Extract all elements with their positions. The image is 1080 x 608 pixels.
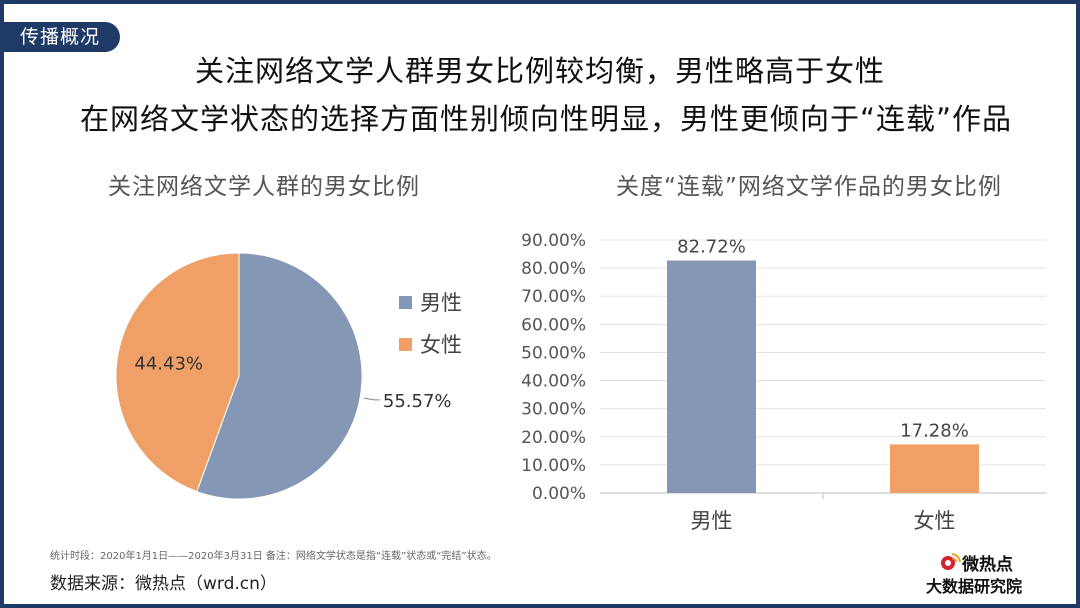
legend-label-male: 男性 bbox=[420, 291, 462, 315]
y-tick-label: 60.00% bbox=[521, 315, 586, 335]
logo-icon bbox=[941, 553, 961, 570]
y-tick-label: 50.00% bbox=[521, 343, 586, 363]
x-category-label-female: 女性 bbox=[914, 509, 956, 533]
legend-label-female: 女性 bbox=[420, 333, 462, 357]
y-tick-label: 80.00% bbox=[521, 259, 586, 279]
bar-value-label-male: 82.72% bbox=[677, 237, 746, 258]
bar-male bbox=[667, 260, 756, 493]
pie-slice-male bbox=[196, 252, 363, 500]
y-tick-label: 30.00% bbox=[521, 400, 586, 420]
pie-label-female: 44.43% bbox=[134, 354, 203, 375]
y-tick-label: 20.00% bbox=[521, 428, 586, 448]
pie-label-male: 55.57% bbox=[383, 391, 452, 412]
y-tick-label: 70.00% bbox=[521, 287, 586, 307]
legend-swatch-male bbox=[399, 296, 412, 309]
y-tick-label: 0.00% bbox=[532, 484, 586, 504]
data-source: 数据来源：微热点（wrd.cn） bbox=[50, 574, 277, 594]
logo-subtitle: 大数据研究院 bbox=[926, 577, 1023, 596]
bar-value-label-female: 17.28% bbox=[900, 420, 969, 441]
section-tag: 传播概况 bbox=[4, 22, 121, 52]
pie-slice-female bbox=[115, 252, 240, 493]
headline-line-2: 在网络文学状态的选择方面性别倾向性明显，男性更倾向于“连载”作品 bbox=[79, 102, 1013, 136]
bar-chart: 0.00% 10.00% 20.00% 30.00% 40.00% 50.00% 60.00… bbox=[521, 231, 1046, 533]
y-tick-label: 10.00% bbox=[521, 456, 586, 476]
slide: 传播概况 关注网络文学人群男女比例较均衡，男性略高于女性 在网络文学状态的选择方… bbox=[4, 4, 1076, 604]
y-tick-label: 40.00% bbox=[521, 372, 586, 392]
bar-chart-title: 关度“连载”网络文学作品的男女比例 bbox=[616, 174, 1002, 200]
pie-leader-line-male bbox=[364, 397, 380, 401]
logo-name: 微热点 bbox=[962, 555, 1013, 575]
bar-female bbox=[890, 444, 979, 493]
headline-line-1: 关注网络文学人群男女比例较均衡，男性略高于女性 bbox=[194, 54, 885, 88]
footnote: 统计时段：2020年1月1日——2020年3月31日 备注：网络文学状态是指“连… bbox=[50, 551, 497, 562]
legend-swatch-female bbox=[399, 338, 412, 351]
y-tick-label: 90.00% bbox=[521, 231, 586, 251]
logo: 微热点 大数据研究院 bbox=[920, 548, 1050, 598]
pie-chart-title: 关注网络文学人群的男女比例 bbox=[108, 174, 420, 200]
x-category-label-male: 男性 bbox=[691, 509, 733, 533]
